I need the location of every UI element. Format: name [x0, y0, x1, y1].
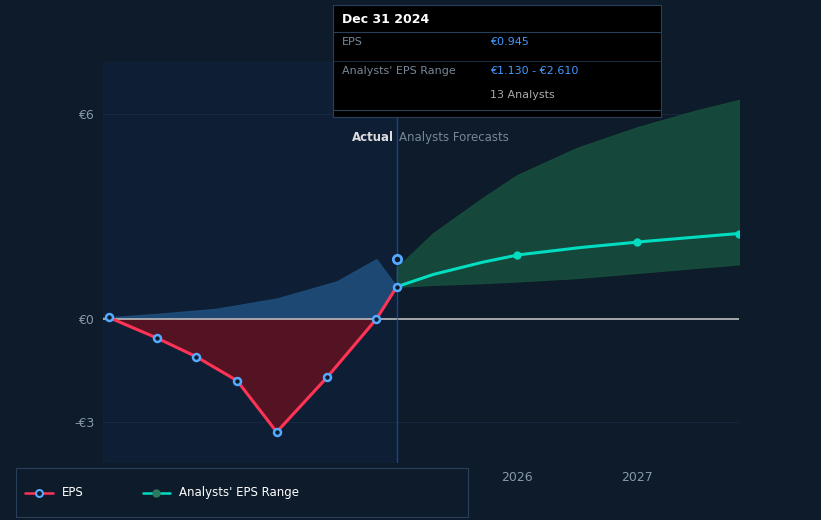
Bar	[103, 62, 397, 463]
Text: Analysts Forecasts: Analysts Forecasts	[399, 131, 509, 144]
Text: Analysts' EPS Range: Analysts' EPS Range	[179, 486, 299, 499]
Text: Analysts' EPS Range: Analysts' EPS Range	[342, 66, 456, 75]
Text: €0.945: €0.945	[490, 36, 529, 46]
Text: €1.130 - €2.610: €1.130 - €2.610	[490, 66, 579, 75]
Text: Actual: Actual	[352, 131, 394, 144]
Text: Dec 31 2024: Dec 31 2024	[342, 13, 429, 26]
Text: EPS: EPS	[342, 36, 363, 46]
Text: 13 Analysts: 13 Analysts	[490, 90, 555, 100]
Text: EPS: EPS	[62, 486, 83, 499]
